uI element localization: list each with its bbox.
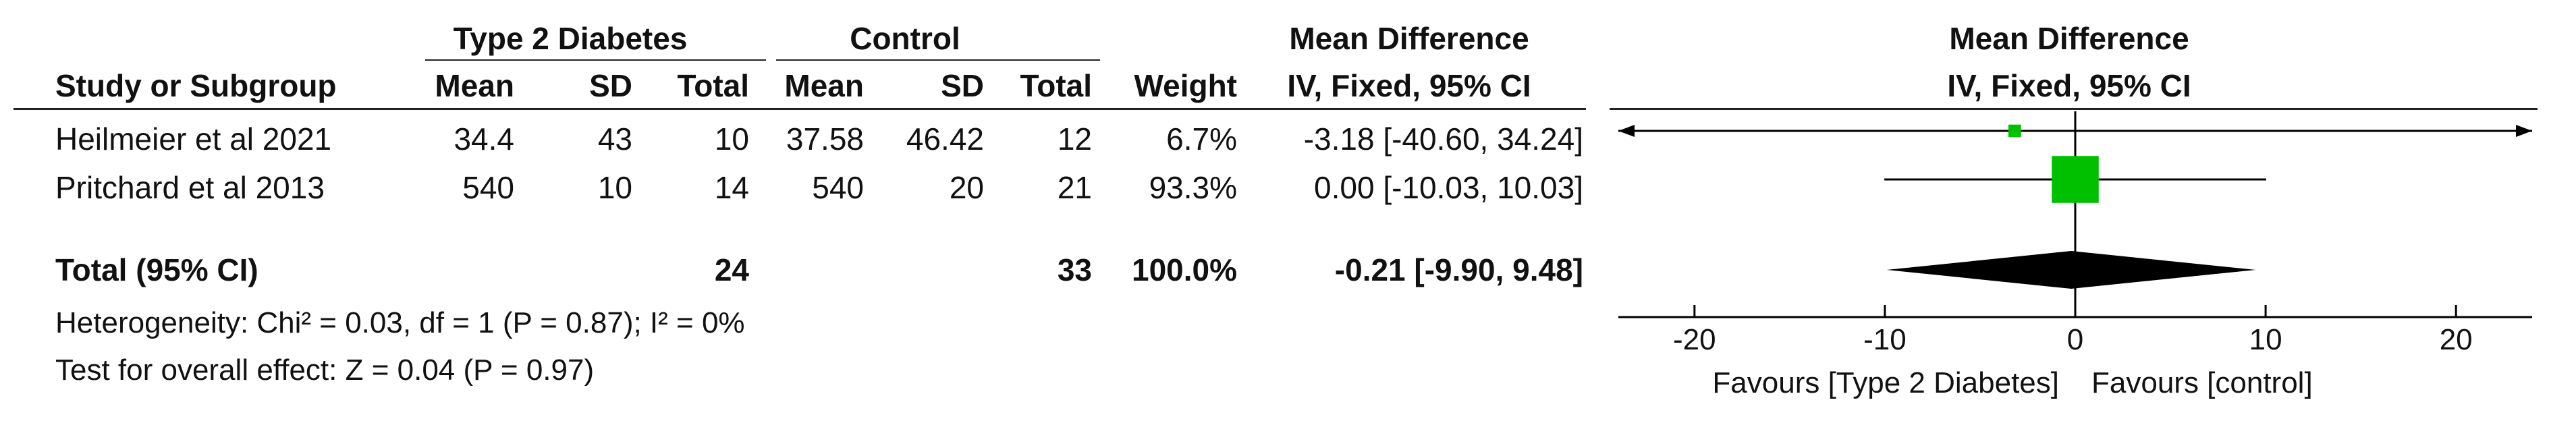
heterogeneity-text: Heterogeneity: Chi² = 0.03, df = 1 (P = … [55, 306, 745, 339]
x-tick-label-4: 10 [2249, 323, 2282, 356]
effect-square-2 [2052, 156, 2099, 203]
col-header-exp-mean: Mean [435, 68, 514, 103]
study-name-2: Pritchard et al 2013 [55, 170, 325, 205]
study-ctl-mean-1: 37.58 [786, 121, 864, 157]
x-tick-label-5: 20 [2440, 323, 2473, 356]
study-exp-sd-2: 10 [597, 170, 632, 205]
total-weight: 100.0% [1131, 252, 1237, 287]
col-header-exp-total: Total [677, 68, 749, 103]
col-header-ctl-total: Total [1020, 68, 1092, 103]
study-exp-mean-2: 540 [462, 170, 514, 205]
total-exp-total: 24 [714, 252, 749, 287]
study-ctl-sd-2: 20 [949, 170, 984, 205]
header-rule-plot [1610, 108, 2538, 110]
study-ci-1: -3.18 [-40.60, 34.24] [1303, 121, 1583, 157]
col-header-weight: Weight [1134, 68, 1237, 103]
col-header-exp-sd: SD [589, 68, 632, 103]
total-label: Total (95% CI) [55, 252, 258, 287]
x-tick-label-3: 0 [2067, 323, 2083, 356]
ci-arrow-right-1 [2516, 125, 2532, 137]
study-ctl-total-2: 21 [1057, 170, 1092, 205]
total-ctl-total: 33 [1057, 252, 1092, 287]
effect-header-title-left: Mean Difference [1289, 21, 1529, 56]
header-rule-experimental [425, 59, 766, 61]
overall-effect-text: Test for overall effect: Z = 0.04 (P = 0… [55, 354, 595, 387]
header-rule-control [776, 59, 1100, 61]
study-ctl-total-1: 12 [1057, 121, 1092, 157]
col-header-ctl-mean: Mean [784, 68, 864, 103]
effect-header-title-plot: Mean Difference [1949, 21, 2189, 56]
header-rule-table [13, 108, 1586, 110]
effect-square-1 [2008, 124, 2021, 138]
study-exp-mean-1: 34.4 [454, 121, 514, 157]
study-exp-total-2: 14 [714, 170, 749, 205]
x-tick-label-1: -20 [1673, 323, 1716, 356]
effect-header-method-plot: IV, Fixed, 95% CI [1947, 68, 2191, 103]
group-header-experimental: Type 2 Diabetes [453, 21, 688, 56]
ci-arrow-left-1 [1618, 125, 1635, 137]
col-header-ctl-sd: SD [941, 68, 984, 103]
study-exp-sd-1: 43 [597, 121, 632, 157]
study-exp-total-1: 10 [714, 121, 749, 157]
group-header-control: Control [850, 21, 960, 56]
favours-right-label: Favours [control] [2091, 366, 2313, 399]
study-name-1: Heilmeier et al 2021 [55, 121, 332, 157]
study-ctl-mean-2: 540 [812, 170, 864, 205]
total-ci: -0.21 [-9.90, 9.48] [1334, 252, 1583, 287]
study-ctl-sd-1: 46.42 [906, 121, 984, 157]
pooled-diamond [1886, 251, 2256, 289]
favours-left-label: Favours [Type 2 Diabetes] [1712, 366, 2059, 399]
study-weight-1: 6.7% [1166, 121, 1237, 157]
col-header-study: Study or Subgroup [55, 68, 337, 103]
effect-header-method-left: IV, Fixed, 95% CI [1287, 68, 1531, 103]
x-tick-label-2: -10 [1863, 323, 1907, 356]
study-weight-2: 93.3% [1149, 170, 1237, 205]
study-ci-2: 0.00 [-10.03, 10.03] [1314, 170, 1583, 205]
